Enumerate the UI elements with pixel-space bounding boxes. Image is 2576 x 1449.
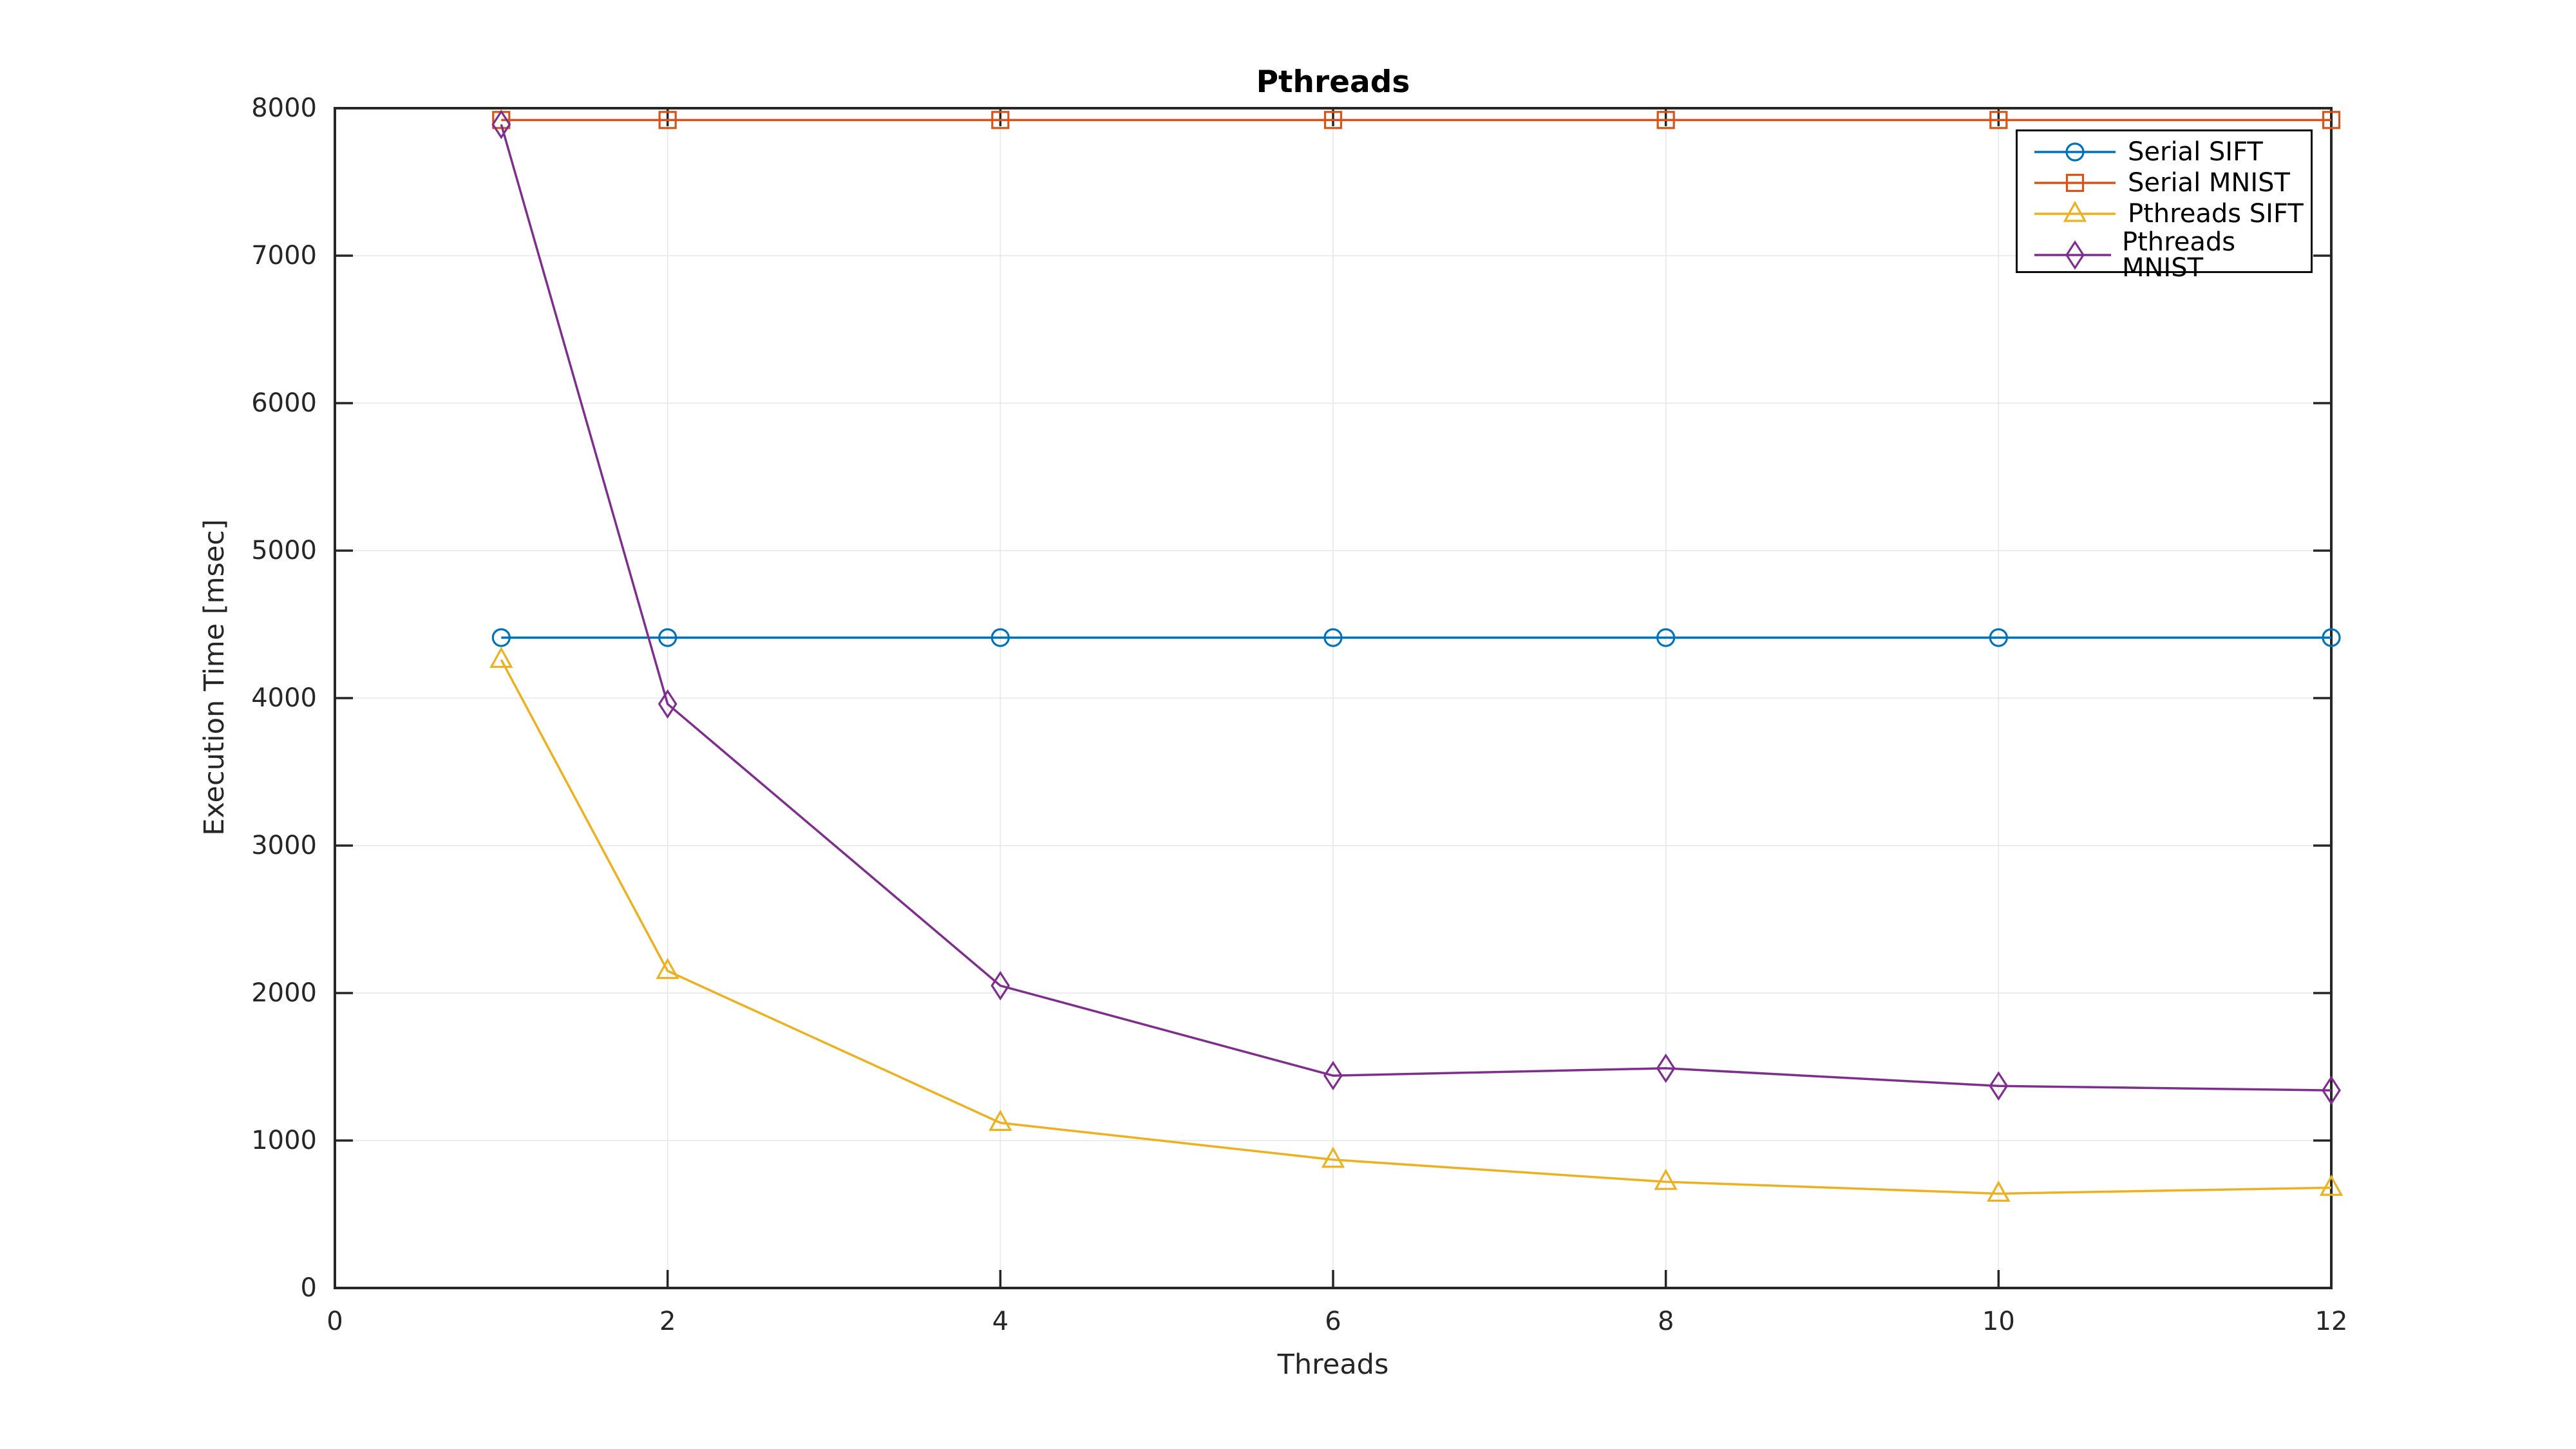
y-tick-label: 2000	[251, 978, 317, 1008]
legend-swatch-triangle-icon	[2034, 200, 2116, 222]
marker-pthreads-sift	[2319, 1174, 2344, 1196]
y-tick-label: 7000	[251, 241, 317, 270]
chart-title: Pthreads	[1256, 64, 1410, 100]
marker-pthreads-mnist	[2322, 1075, 2341, 1106]
marker-pthreads-mnist	[1656, 1053, 1676, 1083]
marker-serial-sift	[1989, 628, 2008, 647]
marker-pthreads-mnist	[990, 971, 1010, 1001]
marker-serial-sift	[491, 628, 511, 647]
marker-serial-mnist	[2322, 111, 2341, 129]
marker-pthreads-sift	[1654, 1168, 1678, 1190]
x-tick-label: 0	[327, 1307, 343, 1336]
legend-swatch-square-icon	[2034, 173, 2116, 193]
legend-item-serial-sift: Serial SIFT	[2033, 137, 2311, 167]
marker-serial-mnist	[1989, 111, 2008, 129]
marker-serial-mnist	[1323, 111, 1343, 129]
legend-label-serial-mnist: Serial MNIST	[2128, 168, 2290, 198]
legend-swatch-circle-icon	[2034, 142, 2116, 162]
marker-pthreads-mnist	[1989, 1071, 2009, 1101]
marker-serial-sift	[2322, 628, 2341, 647]
legend-item-pthreads-sift: Pthreads SIFT	[2033, 198, 2311, 229]
legend-marker-square	[2065, 173, 2085, 193]
legend-marker-triangle	[2063, 200, 2087, 222]
series-line-pthreads-mnist	[500, 124, 2332, 1092]
marker-pthreads-sift	[1321, 1146, 1345, 1168]
marker-pthreads-sift	[1987, 1180, 2011, 1202]
y-tick-label: 5000	[251, 536, 317, 565]
marker-pthreads-sift	[656, 958, 679, 980]
legend-marker-circle	[2065, 142, 2085, 162]
legend-item-pthreads-mnist: Pthreads MNIST	[2033, 229, 2311, 281]
marker-serial-sift	[1656, 628, 1676, 647]
marker-pthreads-sift	[489, 647, 513, 668]
x-tick-label: 8	[1658, 1307, 1674, 1336]
marker-pthreads-mnist	[1323, 1061, 1343, 1091]
y-tick-label: 0	[301, 1273, 317, 1303]
x-tick-label: 6	[1325, 1307, 1341, 1336]
legend: Serial SIFT Serial MNIST Pthreads SIFT P…	[2016, 129, 2313, 281]
y-tick-label: 8000	[251, 93, 317, 123]
legend-label-pthreads-mnist: Pthreads MNIST	[2121, 227, 2236, 283]
marker-pthreads-sift	[989, 1110, 1012, 1132]
axes-box	[334, 107, 2333, 1289]
x-tick-label: 4	[992, 1307, 1009, 1336]
legend-label-serial-sift: Serial SIFT	[2128, 137, 2263, 167]
marker-serial-sift	[990, 628, 1010, 647]
marker-serial-mnist	[1656, 111, 1675, 129]
marker-pthreads-mnist	[658, 689, 677, 719]
legend-label-pthreads-sift: Pthreads SIFT	[2128, 199, 2304, 229]
marker-serial-mnist	[658, 111, 677, 129]
marker-serial-sift	[658, 628, 677, 647]
x-tick-label: 12	[2315, 1307, 2348, 1336]
x-tick-label: 10	[1982, 1307, 2015, 1336]
marker-serial-sift	[1323, 628, 1343, 647]
x-axis-label: Threads	[1277, 1349, 1389, 1381]
legend-marker-diamond	[2065, 240, 2085, 270]
x-tick-label: 2	[659, 1307, 676, 1336]
y-tick-label: 3000	[251, 831, 317, 860]
y-tick-label: 6000	[251, 388, 317, 418]
y-tick-label: 4000	[251, 683, 317, 713]
legend-swatch-diamond-icon	[2034, 240, 2111, 270]
y-axis-label: Execution Time [msec]	[198, 519, 231, 836]
series-line-pthreads-sift	[500, 659, 2332, 1195]
legend-item-serial-mnist: Serial MNIST	[2033, 167, 2311, 198]
marker-pthreads-mnist	[491, 109, 511, 140]
marker-serial-mnist	[991, 111, 1010, 129]
y-tick-label: 1000	[251, 1126, 317, 1155]
